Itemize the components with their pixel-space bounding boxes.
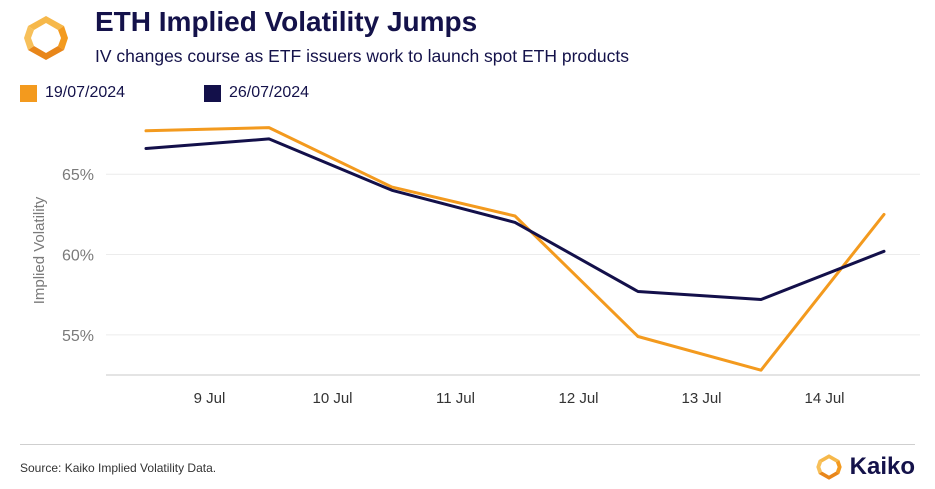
- kaiko-logo-icon: [815, 454, 842, 480]
- chart-subtitle: IV changes course as ETF issuers work to…: [95, 46, 629, 66]
- legend-swatch-orange: [20, 84, 37, 102]
- x-tick-label: 11 Jul: [436, 390, 475, 407]
- x-tick-label: 14 Jul: [804, 390, 844, 407]
- series-line-19-07-2024: [144, 126, 886, 372]
- footer-divider: [20, 444, 915, 445]
- legend-swatch-navy: [204, 84, 221, 102]
- y-tick-label: 65%: [62, 167, 94, 184]
- source-note: Source: Kaiko Implied Volatility Data.: [20, 461, 217, 475]
- legend-item-26-07-2024: 26/07/2024: [204, 84, 309, 102]
- brand-name: Kaiko: [849, 453, 915, 480]
- chart-title: ETH Implied Volatility Jumps: [95, 6, 478, 37]
- x-tick-label: 13 Jul: [681, 390, 721, 407]
- series-line-26-07-2024: [144, 137, 886, 301]
- x-tick-label: 10 Jul: [312, 390, 352, 407]
- legend-item-19-07-2024: 19/07/2024: [20, 84, 125, 102]
- legend-label: 19/07/2024: [45, 84, 126, 101]
- y-tick-label: 55%: [62, 328, 94, 345]
- line-chart: 55% 60% 65% 9 Jul 10 Jul 11 Jul 12 Jul 13 Jul 14…: [31, 126, 920, 407]
- x-tick-label: 12 Jul: [558, 390, 598, 407]
- legend-label: 26/07/2024: [229, 84, 310, 101]
- x-tick-label: 9 Jul: [194, 390, 226, 407]
- y-axis-title: Implied Volatility: [31, 196, 48, 304]
- brand-logo: Kaiko: [814, 452, 915, 482]
- kaiko-logo-icon: [24, 16, 68, 60]
- y-tick-label: 60%: [62, 248, 94, 265]
